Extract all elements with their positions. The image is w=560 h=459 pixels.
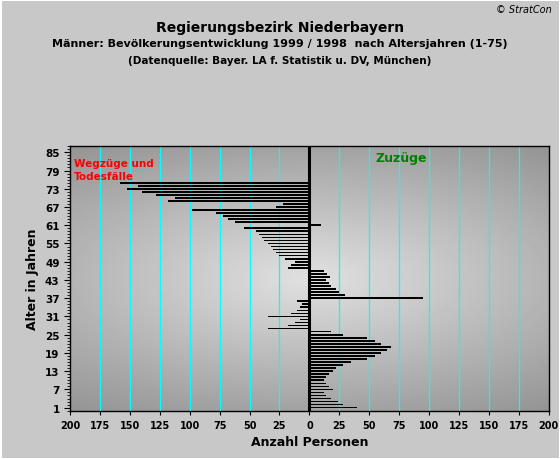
Bar: [288, 268, 309, 269]
Bar: [244, 228, 309, 230]
Bar: [309, 386, 329, 387]
Bar: [309, 337, 367, 339]
Bar: [309, 291, 339, 293]
Bar: [276, 252, 309, 254]
Bar: [297, 310, 309, 312]
Bar: [264, 240, 309, 242]
Bar: [309, 407, 357, 409]
Bar: [286, 258, 309, 260]
Bar: [309, 331, 331, 333]
Bar: [192, 210, 309, 212]
Bar: [309, 280, 326, 281]
Bar: [309, 289, 336, 290]
Bar: [309, 364, 343, 366]
Bar: [295, 322, 309, 324]
Bar: [262, 237, 309, 239]
Bar: [309, 380, 324, 381]
Bar: [309, 340, 375, 342]
Y-axis label: Alter in Jahren: Alter in Jahren: [26, 228, 39, 330]
Bar: [259, 234, 309, 235]
Bar: [138, 185, 309, 187]
Bar: [309, 274, 328, 275]
Bar: [300, 307, 309, 308]
Bar: [309, 346, 391, 348]
Bar: [309, 270, 324, 272]
Bar: [271, 246, 309, 248]
Bar: [309, 404, 343, 406]
Bar: [309, 401, 338, 403]
Bar: [268, 316, 309, 318]
Bar: [142, 191, 309, 193]
Bar: [309, 276, 330, 278]
Bar: [291, 313, 309, 314]
X-axis label: Anzahl Personen: Anzahl Personen: [251, 435, 368, 448]
Bar: [291, 264, 309, 266]
Bar: [300, 319, 309, 321]
Bar: [309, 295, 346, 297]
Bar: [309, 285, 331, 287]
Bar: [309, 349, 387, 351]
Bar: [279, 255, 309, 257]
Bar: [309, 361, 351, 363]
Bar: [297, 301, 309, 302]
Text: (Datenquelle: Bayer. LA f. Statistik u. DV, München): (Datenquelle: Bayer. LA f. Statistik u. …: [128, 56, 432, 66]
Bar: [309, 398, 331, 399]
Bar: [216, 213, 309, 214]
Bar: [175, 198, 309, 199]
Bar: [309, 298, 423, 299]
Bar: [168, 201, 309, 202]
Bar: [309, 374, 329, 375]
Bar: [309, 353, 381, 354]
Text: Regierungsbezirk Niederbayern: Regierungsbezirk Niederbayern: [156, 21, 404, 34]
Bar: [295, 261, 309, 263]
Bar: [128, 189, 309, 190]
Bar: [309, 334, 343, 336]
Text: © StratCon: © StratCon: [496, 5, 552, 15]
Bar: [309, 225, 321, 227]
Bar: [273, 249, 309, 251]
Bar: [309, 358, 367, 360]
Bar: [268, 328, 309, 330]
Bar: [302, 304, 309, 305]
Bar: [223, 216, 309, 218]
Bar: [309, 389, 333, 391]
Bar: [309, 392, 324, 393]
Bar: [268, 243, 309, 245]
Bar: [276, 207, 309, 208]
Text: Männer: Bevölkerungsentwicklung 1999 / 1998  nach Altersjahren (1-75): Männer: Bevölkerungsentwicklung 1999 / 1…: [52, 39, 508, 49]
Bar: [309, 355, 375, 357]
Bar: [228, 219, 309, 220]
Bar: [235, 222, 309, 224]
Text: Zuzüge: Zuzüge: [375, 151, 427, 164]
Text: Wegzüge und
Todesfälle: Wegzüge und Todesfälle: [73, 159, 153, 181]
Bar: [309, 376, 326, 378]
Bar: [309, 283, 329, 284]
Bar: [309, 383, 326, 384]
Bar: [120, 182, 309, 184]
Bar: [288, 325, 309, 327]
Bar: [156, 195, 309, 196]
Bar: [309, 343, 381, 345]
Bar: [283, 204, 309, 205]
Bar: [309, 395, 326, 397]
Bar: [309, 370, 333, 372]
Bar: [309, 368, 336, 369]
Bar: [255, 231, 309, 233]
